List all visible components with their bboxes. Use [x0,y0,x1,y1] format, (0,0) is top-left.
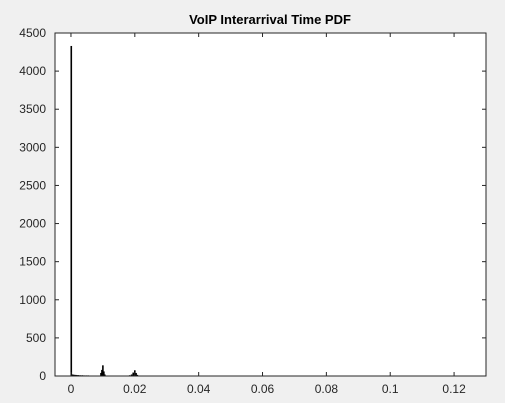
chart-title: VoIP Interarrival Time PDF [189,12,351,27]
histogram-bar-16 [102,365,104,376]
histogram-bar-24 [136,374,139,376]
y-tick-label-8: 4000 [19,64,46,78]
y-tick-label-6: 3000 [19,140,46,154]
x-tick-label-3: 0.06 [251,382,275,396]
y-tick-label-5: 2500 [19,178,46,192]
histogram-bar-3 [73,374,76,376]
histogram-bar-17 [103,371,105,376]
histogram-bar-2 [72,374,75,376]
y-tick-label-4: 2000 [19,217,46,231]
histogram-bar-21 [132,372,135,376]
histogram-bar-4 [75,374,77,376]
x-tick-label-0: 0 [68,382,75,396]
y-tick-label-3: 1500 [19,255,46,269]
axes-box [54,32,487,377]
histogram-bar-18 [104,374,106,376]
y-tick-label-7: 3500 [19,102,46,116]
y-tick-label-9: 4500 [19,26,46,40]
histogram-bar-0 [70,45,73,377]
x-tick-label-6: 0.12 [442,382,466,396]
histogram-bar-23 [135,372,137,376]
y-tick-label-1: 500 [26,331,46,345]
axes-background [55,33,486,376]
ticks-layer: 0 0.02 0.04 0.06 0.08 0.1 0.12 0 500 1000 1500 2000… [19,26,486,396]
histogram-bar-20 [130,374,133,376]
x-tick-label-4: 0.08 [315,382,339,396]
histogram-bar-1 [71,374,74,376]
y-tick-label-2: 1000 [19,293,46,307]
x-tick-label-5: 0.1 [382,382,399,396]
histogram-bar-15 [101,369,103,376]
histogram-bar-14 [100,372,102,376]
y-tick-label-0: 0 [39,369,46,383]
x-tick-label-2: 0.04 [187,382,211,396]
x-tick-label-1: 0.02 [123,382,147,396]
